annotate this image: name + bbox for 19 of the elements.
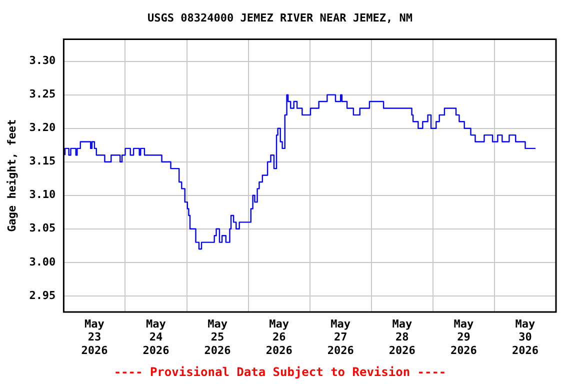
x-tick-label: May 30 2026	[512, 317, 539, 357]
y-tick-label: 3.00	[29, 255, 56, 268]
x-tick-label: May 27 2026	[327, 317, 354, 357]
x-tick-label: May 28 2026	[388, 317, 416, 357]
y-tick-label: 3.05	[29, 222, 56, 235]
x-tick-label: May 29 2026	[450, 317, 478, 357]
x-tick-label: May 25 2026	[204, 317, 232, 357]
y-tick-label: 3.10	[29, 188, 56, 202]
chart-title: USGS 08324000 JEMEZ RIVER NEAR JEMEZ, NM	[148, 11, 413, 24]
x-tick-label: May 23 2026	[81, 317, 108, 357]
y-tick-label: 3.20	[29, 121, 56, 134]
y-tick-label: 3.25	[29, 88, 56, 101]
y-axis-title: Gage height, feet	[5, 119, 18, 232]
x-tick-label: May 24 2026	[142, 317, 170, 357]
y-tick-label: 2.95	[29, 288, 56, 302]
y-tick-label: 3.15	[29, 154, 56, 168]
text: ---- Provisional Data Subject to Revision ----	[114, 364, 446, 379]
y-tick-label: 3.30	[29, 54, 56, 68]
x-tick-label: May 26 2026	[266, 317, 293, 357]
